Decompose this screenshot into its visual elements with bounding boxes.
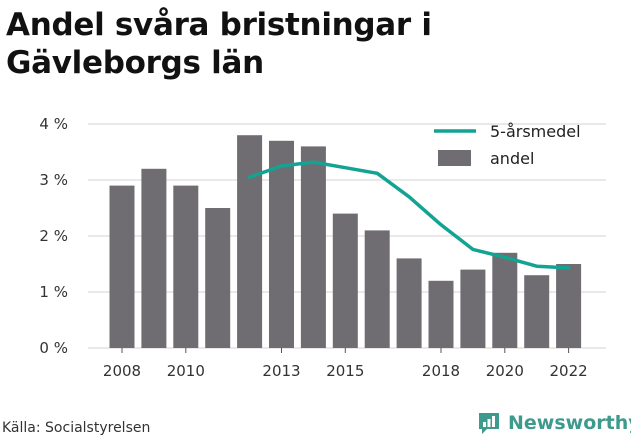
legend-label: 5-årsmedel — [490, 122, 581, 141]
brand-logo: Newsworthy — [476, 409, 631, 437]
source-label: Källa: Socialstyrelsen — [2, 420, 151, 436]
x-tick-label: 2015 — [326, 362, 364, 380]
bar — [460, 269, 486, 348]
legend-bar-swatch — [438, 150, 471, 166]
bar — [173, 185, 199, 348]
x-axis-tick-labels: 2008 2010 2013 2015 2018 2020 2022 — [103, 348, 588, 380]
x-tick-label: 2008 — [103, 362, 141, 380]
bar — [396, 258, 422, 348]
x-tick-label: 2010 — [167, 362, 205, 380]
brand-name: Newsworthy — [508, 412, 631, 434]
y-tick-label: 0 % — [39, 339, 68, 357]
bar — [492, 252, 518, 348]
bar — [237, 135, 263, 348]
bar — [109, 185, 135, 348]
bar — [524, 275, 550, 348]
bar — [269, 140, 294, 348]
bar — [428, 280, 454, 348]
x-tick-label: 2018 — [422, 362, 460, 380]
bar — [300, 146, 326, 348]
line-series — [247, 160, 571, 270]
y-axis-tick-labels: 0 % 1 % 2 % 3 % 4 % — [39, 115, 68, 357]
x-tick-label: 2020 — [486, 362, 524, 380]
x-tick-label: 2013 — [262, 362, 300, 380]
bars — [109, 135, 582, 348]
y-tick-label: 4 % — [39, 115, 68, 133]
newsworthy-logo-icon — [479, 413, 499, 434]
bar — [205, 208, 231, 348]
y-tick-label: 2 % — [39, 227, 68, 245]
chart-title: Andel svåra bristningar i Gävleborgs län — [6, 7, 432, 81]
average-line — [247, 160, 571, 270]
y-tick-label: 3 % — [39, 171, 68, 189]
bar — [332, 213, 358, 348]
bar — [364, 230, 390, 348]
legend-label: andel — [490, 149, 534, 168]
x-tick-label: 2022 — [550, 362, 588, 380]
y-tick-label: 1 % — [39, 283, 68, 301]
chart: 0 % 1 % 2 % 3 % 4 % 2008 2010 2013 2015 2018 2020… — [39, 115, 606, 380]
bar — [141, 168, 167, 348]
bar — [556, 264, 582, 348]
legend: 5-årsmedel andel — [434, 122, 581, 168]
